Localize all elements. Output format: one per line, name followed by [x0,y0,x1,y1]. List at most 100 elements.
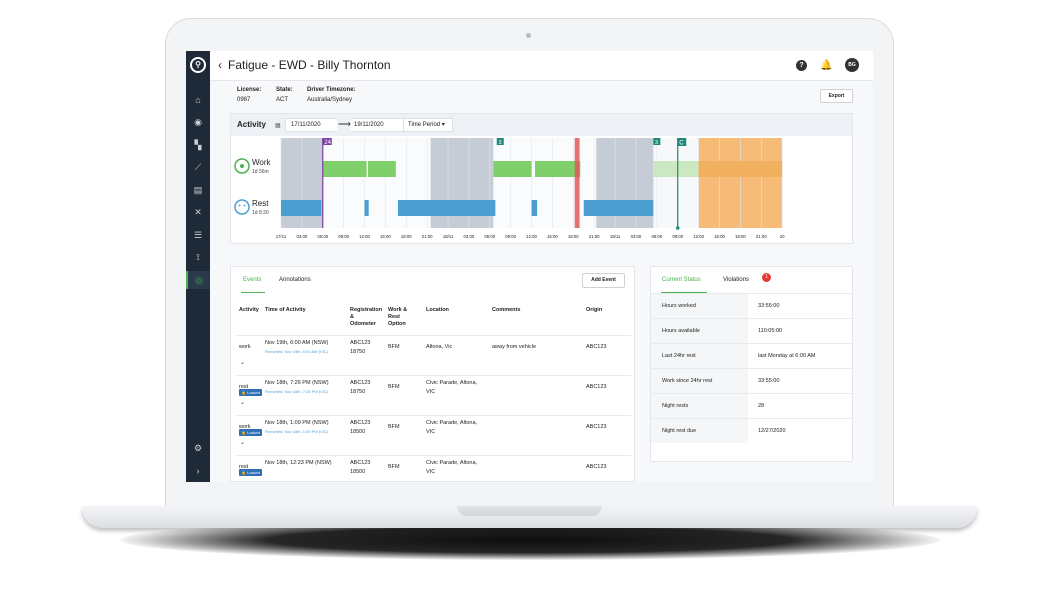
x-axis-tick-label: 03:00 [296,234,307,239]
event-time: Nov 18th, 1:09 PM (NSW) [265,420,329,426]
status-row: Hours available 110:05:00 [651,318,852,343]
steering-wheel-icon[interactable]: ◎ [186,271,210,289]
marker-label-current: C [679,141,684,147]
row-separator [236,415,631,416]
event-location: Civic Parade, Altona, [426,380,478,386]
settings-icon[interactable]: ⚙ [193,443,203,453]
event-time: Nov 18th, 12:23 PM (NSW) [265,460,332,466]
marker-flag-3 [653,138,661,145]
add-event-button[interactable]: Add Event [582,273,625,288]
status-value: 33:55:00 [758,303,780,309]
tab-events[interactable]: Events [243,277,262,283]
app-logo-icon[interactable]: ⚲ [190,57,206,73]
event-odometer: 18500 [350,469,366,475]
timezone-label: Driver Timezone: [307,87,356,93]
x-axis-tick-label: 06:00 [484,234,495,239]
time-period-dropdown[interactable]: Time Period ▾ [403,118,453,132]
status-label: Last 24hr rest [651,344,748,368]
activity-header: Activity ▦ 17/11/2020 ⟶ 19/11/2020 Time … [231,114,852,136]
main-content: ‹ Fatigue - EWD - Billy Thornton ? 🔔 BG … [210,51,873,482]
marker-label-3: 3 [498,140,501,146]
back-chevron-icon[interactable]: ‹ [218,58,222,72]
document-icon[interactable]: ▤ [193,185,203,195]
expand-chevron-icon[interactable]: › [196,466,200,476]
translate-icon[interactable]: ▚ [194,140,202,150]
locked-badge: 🔒 Locked [239,469,262,476]
laptop-base-notch [457,506,602,516]
date-to-input[interactable]: 19/11/2020 [351,118,403,132]
marker-label-3: 3 [655,140,658,146]
x-axis-tick-label: 12:00 [359,234,370,239]
event-activity: rest [239,384,249,390]
x-axis-tick-label: 09:00 [505,234,516,239]
x-axis-tick-label: 21:00 [589,234,600,239]
caret-down-icon: ▾ [441,122,445,128]
chart-icon[interactable]: ⟋ [194,162,202,172]
status-label: Hours worked [651,294,748,318]
help-icon[interactable]: ? [796,60,807,71]
rest-bar [281,200,322,216]
x-axis-tick-label: 20 [780,234,785,239]
date-from-input[interactable]: 17/11/2020 [285,118,337,132]
event-odometer: 18750 [350,349,366,355]
activity-title: Activity [237,120,266,129]
state-value: ACT [276,97,288,103]
event-registration: ABC123 [350,380,371,386]
tab-violations[interactable]: Violations [723,277,749,283]
column-header-time: Time of Activity [265,307,306,313]
status-label: Night rests [651,394,748,418]
x-axis-tick-label: 03:00 [631,234,642,239]
row-separator [236,335,631,336]
license-label: License: [237,87,262,93]
home-icon[interactable]: ⌂ [195,95,201,105]
event-odometer: 18500 [350,429,366,435]
avatar[interactable]: BG [845,58,859,72]
event-work-rest-option: BFM [388,384,400,390]
expand-row-chevron-icon[interactable]: ⌄ [240,400,246,406]
status-row: Last 24hr rest last Monday at 6:00 AM [651,343,852,368]
x-axis-tick-label: 18:00 [568,234,579,239]
status-row: Work since 24hr rest 33:55:00 [651,368,852,393]
event-location: VIC [426,429,436,435]
work-bar [535,161,581,177]
export-button[interactable]: Export [820,89,853,103]
status-card: Current Status Violations 1 Hours worked… [650,266,853,462]
locked-label: Locked [247,470,260,475]
marker-label-24: 24 [324,140,331,146]
expand-row-chevron-icon[interactable]: ⌄ [240,440,246,446]
events-card: Events Annotations Add Event Activity Ti… [230,266,635,482]
x-axis-tick-label: 18:00 [735,234,746,239]
status-value: 33:55:00 [758,378,780,384]
status-row: Night rest due 12/27/2020 [651,418,852,443]
work-duration: 1d 56m [252,169,269,175]
marker-flag-3 [496,138,504,145]
work-bar [493,161,532,177]
rest-bar [531,200,538,216]
status-label: Hours available [651,319,748,343]
event-origin: ABC123 [586,384,607,390]
tab-annotations[interactable]: Annotations [279,277,311,283]
work-bar [368,161,396,177]
event-registration: ABC123 [350,460,371,466]
column-header-origin: Origin [586,307,603,313]
globe-icon[interactable]: ◉ [194,117,202,127]
tab-current-status[interactable]: Current Status [662,277,701,283]
current-time-dot [675,226,680,230]
state-label: State: [276,87,293,93]
event-registration: ABC123 [350,340,371,346]
activity-chart: 24 3 3 C 17/11 03:00 06:00 09:00 12:00 15:00 18:0… [234,138,785,239]
laptop-camera [526,33,531,38]
route-icon[interactable]: ⟟ [196,252,200,262]
tools-icon[interactable]: ✕ [194,207,202,217]
event-location: VIC [426,389,436,395]
column-header-option: Work & Rest Option [388,307,408,327]
expand-row-chevron-icon[interactable]: ⌄ [240,360,246,366]
bell-icon[interactable]: 🔔 [820,60,833,71]
list-icon[interactable]: ☰ [193,230,203,240]
locked-label: Locked [247,430,260,435]
row-separator [236,375,631,376]
marker-flag-current [677,138,687,146]
x-axis-tick-label: 06:00 [651,234,662,239]
x-axis-tick-label: 03:00 [464,234,475,239]
status-value: 110:05:00 [758,328,783,334]
